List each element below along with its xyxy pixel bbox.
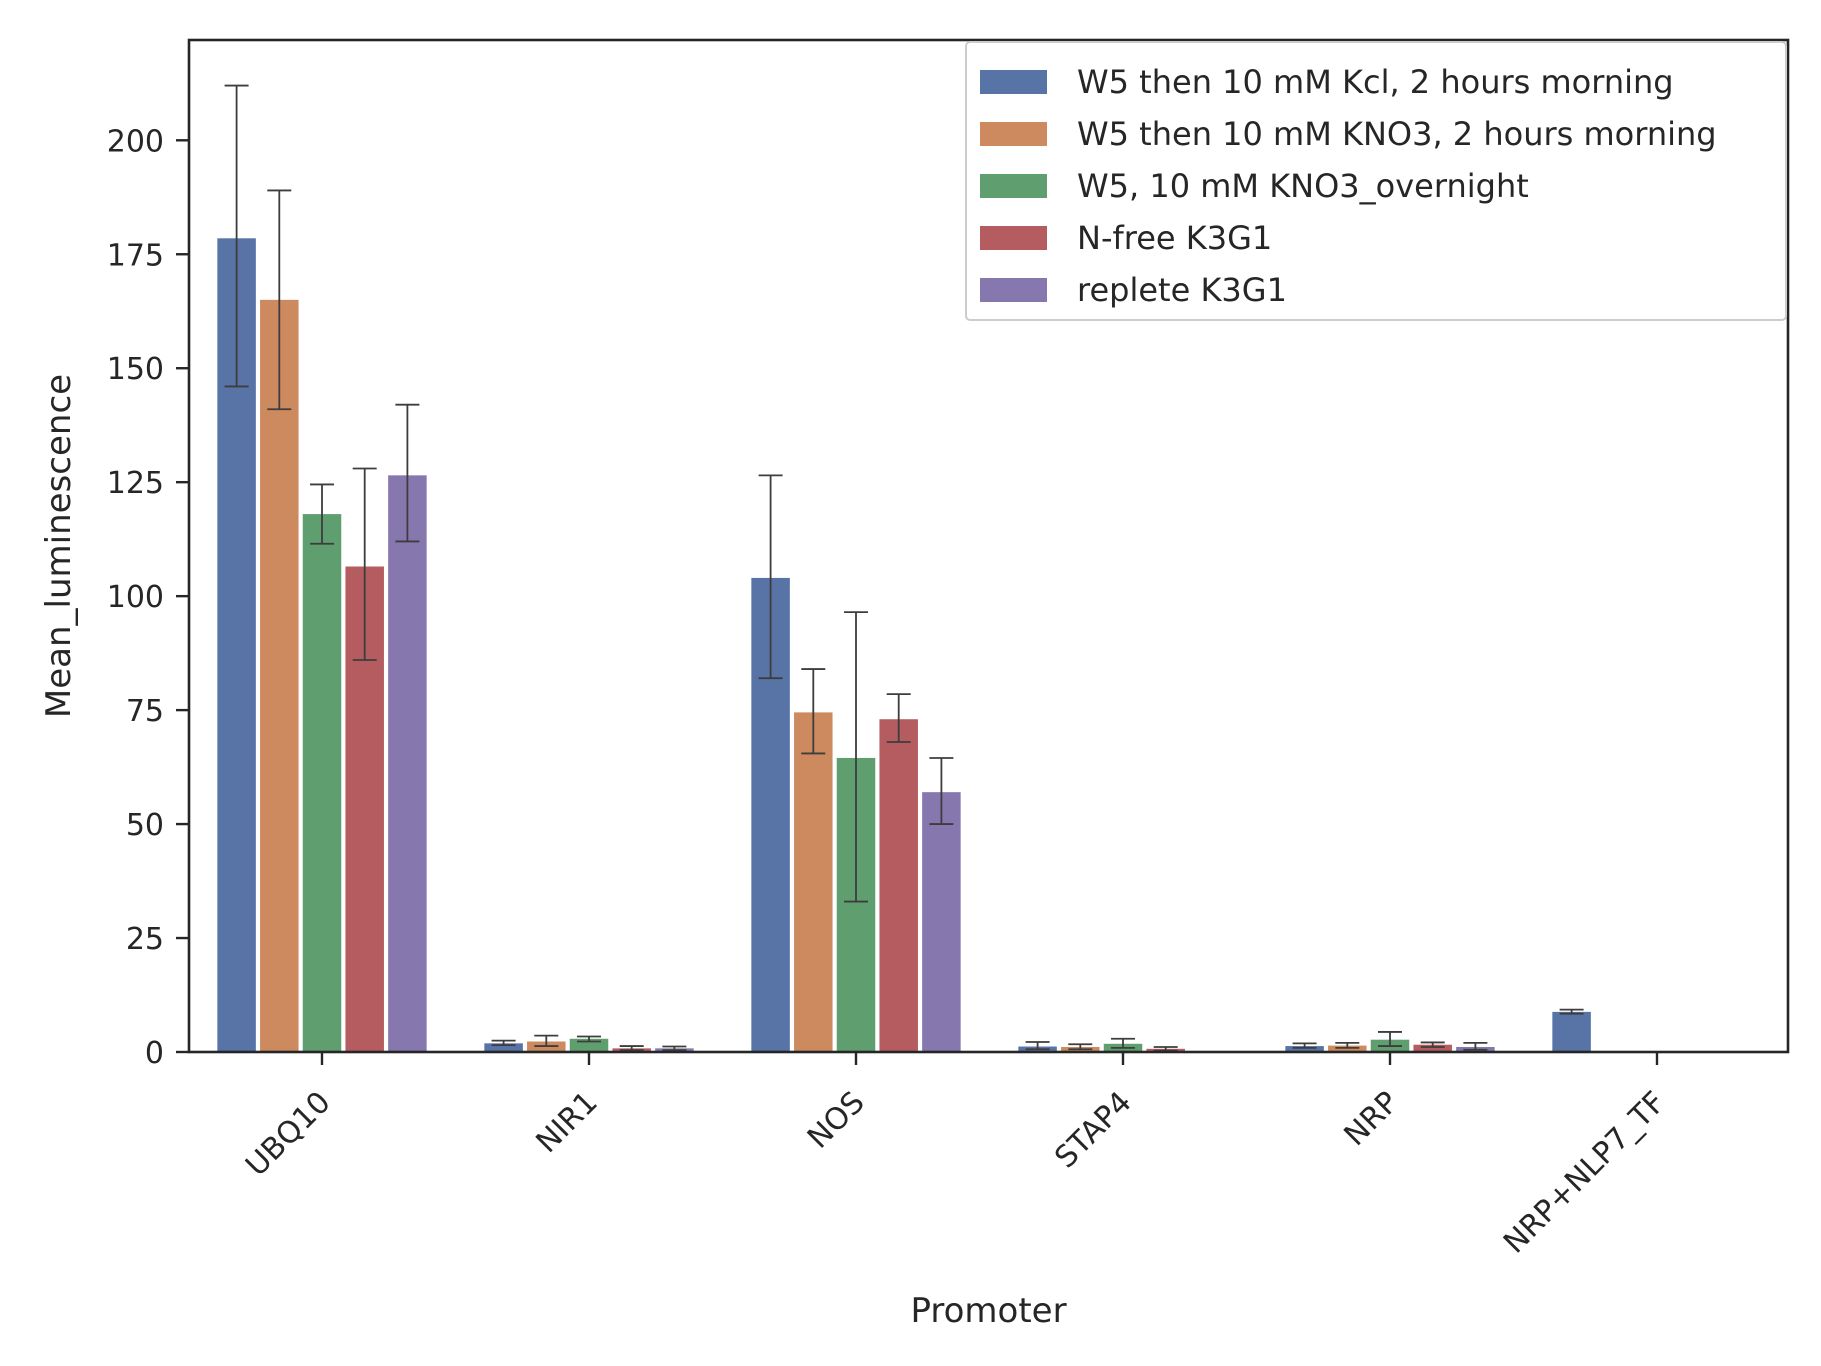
legend-swatch <box>980 70 1047 94</box>
x-tick-label: NRP+NLP7_TF <box>1497 1085 1673 1261</box>
error-bar-s4-c2 <box>929 757 954 825</box>
error-bar-s1-c4 <box>1335 1041 1360 1049</box>
y-tick-label: 0 <box>145 1036 164 1071</box>
y-tick-label: 100 <box>107 580 164 615</box>
bar-s2-ubq10 <box>302 514 342 1052</box>
error-bar-s2-c2 <box>844 611 868 903</box>
plot-frame <box>187 38 1790 1054</box>
y-tick-label: 200 <box>107 124 164 159</box>
bar-s3-nrp <box>1413 1044 1452 1052</box>
error-bar-s3-c4 <box>1420 1041 1445 1048</box>
y-tick-label: 175 <box>107 238 164 273</box>
y-tick-label: 75 <box>126 694 164 729</box>
error-bar-s0-c0 <box>224 84 249 388</box>
error-bar-s2-c3 <box>1111 1037 1135 1049</box>
legend-label: N-free K3G1 <box>1077 219 1272 257</box>
legend-label: W5, 10 mM KNO3_overnight <box>1077 167 1529 205</box>
error-bar-s1-c1 <box>534 1034 559 1047</box>
legend-label: W5 then 10 mM Kcl, 2 hours morning <box>1077 63 1674 101</box>
error-bar-s0-c1 <box>491 1039 516 1047</box>
y-tick-label: 50 <box>126 808 164 843</box>
error-bars-layer <box>224 84 1584 1052</box>
error-bar-s4-c0 <box>395 403 420 543</box>
bar-s3-nos <box>879 719 918 1052</box>
error-bar-s4-c4 <box>1463 1041 1488 1051</box>
legend-label: W5 then 10 mM KNO3, 2 hours morning <box>1077 115 1717 153</box>
x-tick-label: NOS <box>801 1085 872 1156</box>
bar-s1-ubq10 <box>260 299 299 1052</box>
y-axis-title: Mean_luminescence <box>39 374 79 718</box>
error-bar-s2-c0 <box>310 483 334 545</box>
x-tick-label: NIR1 <box>530 1085 605 1160</box>
error-bar-s1-c2 <box>801 668 826 755</box>
legend-box <box>965 41 1787 321</box>
bar-s4-ubq10 <box>388 475 427 1052</box>
error-bar-s0-c5 <box>1559 1008 1584 1015</box>
bar-s4-nos <box>922 792 961 1052</box>
x-axis-title: Promoter <box>910 1291 1066 1331</box>
y-tick-label: 125 <box>107 466 164 501</box>
y-tick-label: 150 <box>107 352 164 387</box>
x-tick-label: NRP <box>1337 1085 1405 1153</box>
error-bar-s4-c1 <box>662 1045 687 1052</box>
error-bar-s1-c3 <box>1068 1043 1093 1051</box>
legend-label: replete K3G1 <box>1077 271 1287 309</box>
bars-layer <box>217 238 1591 1052</box>
bar-s1-nos <box>794 712 833 1052</box>
error-bar-s1-c0 <box>267 189 292 411</box>
error-bar-s2-c4 <box>1378 1031 1402 1047</box>
legend-swatch <box>980 278 1047 302</box>
error-bar-s0-c3 <box>1025 1041 1050 1051</box>
y-tick-label: 25 <box>126 922 164 957</box>
error-bar-s3-c2 <box>886 693 911 743</box>
error-bar-s3-c1 <box>619 1045 644 1052</box>
x-tick-label: UBQ10 <box>239 1085 338 1184</box>
legend-swatch <box>980 122 1047 146</box>
x-tick-label: STAP4 <box>1048 1085 1138 1175</box>
bar-s0-nrp <box>1285 1046 1324 1052</box>
error-bar-s0-c4 <box>1292 1042 1317 1049</box>
error-bar-s3-c3 <box>1153 1046 1178 1052</box>
error-bar-s2-c1 <box>577 1035 601 1043</box>
bar-s1-nrp <box>1328 1045 1367 1052</box>
legend-swatch <box>980 226 1047 250</box>
bar-s0-nir1 <box>484 1043 523 1052</box>
error-bar-s3-c0 <box>352 467 377 661</box>
error-bar-s0-c2 <box>758 474 783 680</box>
legend: W5 then 10 mM Kcl, 2 hours morning W5 the… <box>965 41 1787 321</box>
legend-swatch <box>980 174 1047 198</box>
bar-s0-nrp-nlp7-tf <box>1552 1011 1591 1052</box>
